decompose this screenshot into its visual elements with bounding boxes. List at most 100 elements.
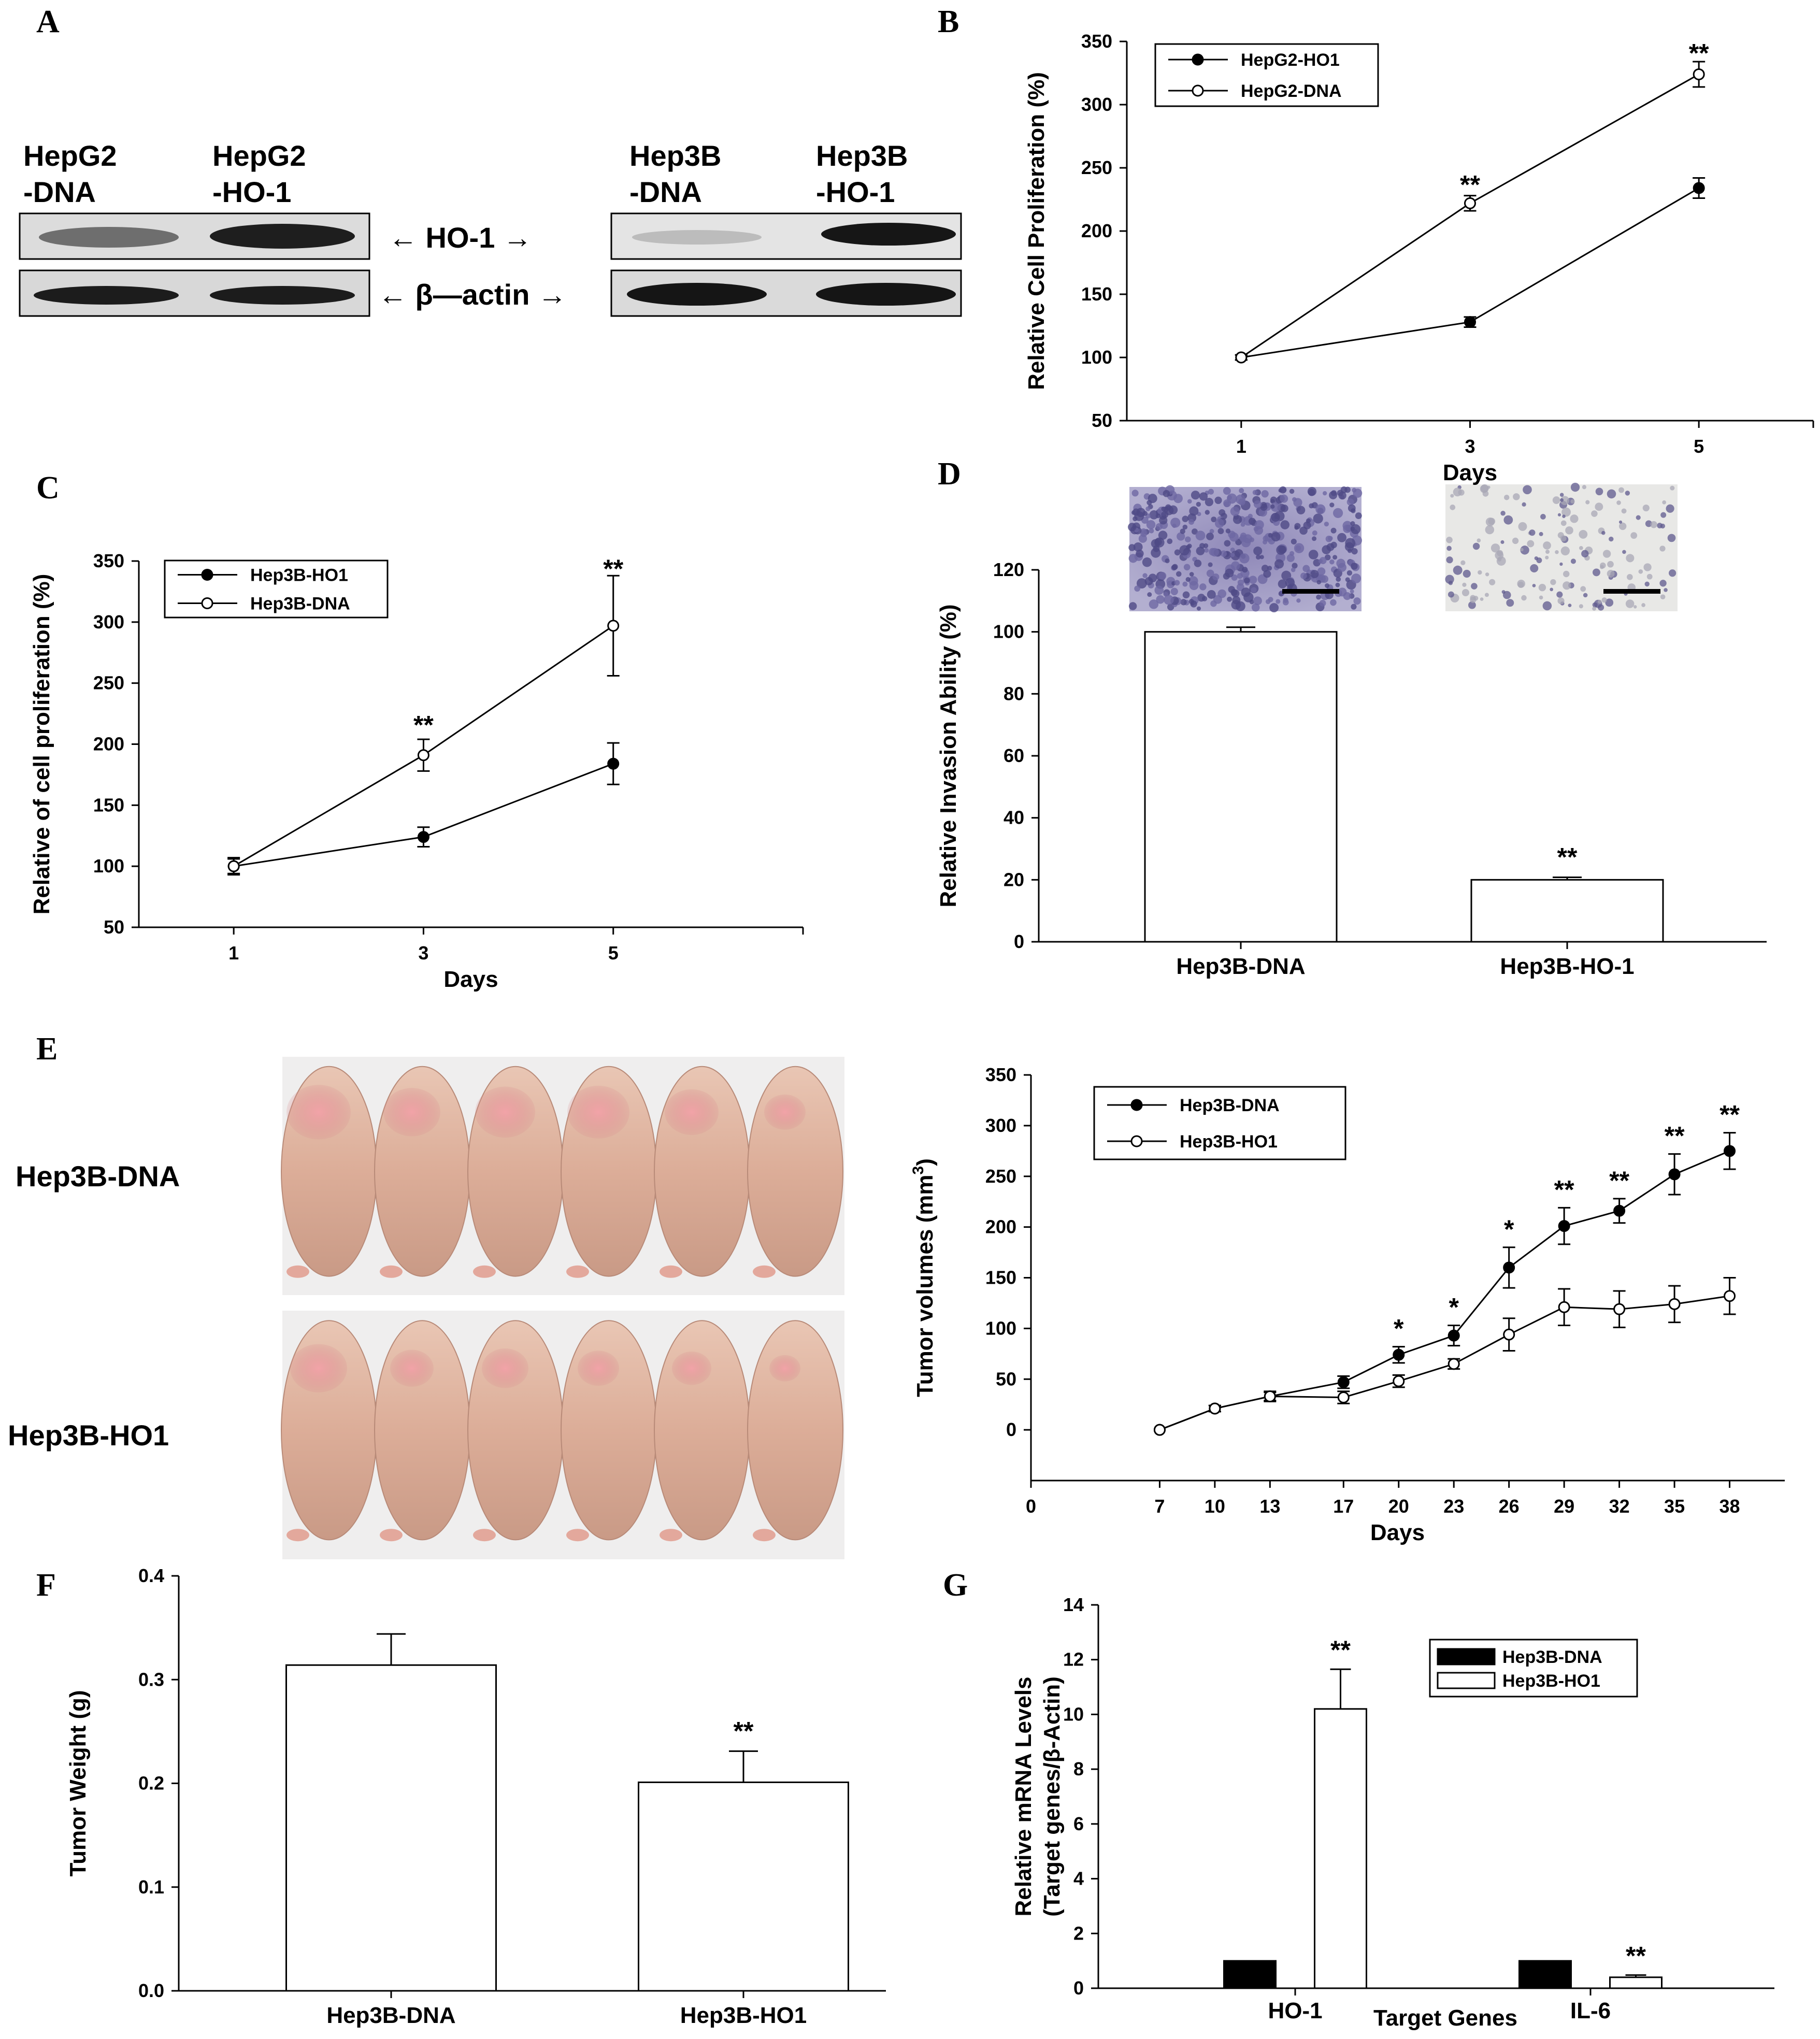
stained-cell [1280,520,1290,529]
data-point [1448,1358,1460,1370]
stained-cell [1205,497,1214,507]
significance-marker: ** [413,710,434,739]
stained-cell [1581,550,1589,558]
y-tick-label: 250 [985,1166,1016,1187]
panel-letter-f: F [36,1568,56,1603]
legend-marker [1192,84,1204,97]
stained-cell [1180,528,1185,534]
x-tick-label: 38 [1719,1496,1740,1517]
stained-cell [1489,579,1496,585]
stained-cell [1446,545,1452,551]
stained-cell [1242,567,1248,573]
stained-cell [1151,548,1161,558]
x-tick-label: 17 [1333,1496,1354,1517]
chart-b: 50 100 150 200 250 300 350 1 3 5 Days Relative Cell… [1024,31,1814,485]
stained-cell [1189,572,1194,577]
data-point [1393,1375,1405,1387]
x-tick-label: 23 [1443,1496,1464,1517]
stained-cell [1263,570,1271,578]
stained-cell [1568,604,1572,608]
stained-cell [1330,490,1337,496]
data-point [1558,1301,1570,1313]
x-tick-label: 32 [1609,1496,1630,1517]
stained-cell [1180,599,1187,606]
stained-cell [1248,518,1256,525]
stained-cell [1621,508,1627,514]
x-tick-label: 29 [1554,1496,1574,1517]
stained-cell [1319,557,1327,565]
stained-cell [1223,487,1231,495]
stained-cell [1626,554,1635,563]
stained-cell [1592,568,1600,577]
stained-cell [1521,595,1527,601]
significance-marker: ** [1460,170,1480,199]
stained-cell [1560,546,1570,556]
significance-marker: ** [1554,1175,1574,1204]
y-axis-label: Relative Invasion Ability (%) [936,604,961,907]
series-line-hep3b-ho1 [1159,1295,1730,1431]
stained-cell [1315,504,1326,514]
bar [1223,1960,1277,1989]
stained-cell [1565,526,1573,535]
stained-cell [1657,523,1663,528]
stained-cell [1471,583,1478,590]
stained-cell [1173,494,1183,504]
stained-cell [1270,504,1275,509]
stained-cell [1276,599,1281,604]
stained-cell [1313,513,1323,524]
stained-cell [1158,571,1167,580]
stained-cell [1503,515,1513,525]
stained-cell [1322,491,1327,496]
y-tick-label: 0.4 [138,1565,164,1586]
stained-cell [1259,555,1264,559]
stained-cell [1523,485,1532,495]
significance-marker: ** [1719,1100,1740,1129]
x-axis-label: Days [1370,1520,1425,1545]
stained-cell [1183,564,1191,571]
stained-cell [1232,596,1241,605]
stained-cell [1212,573,1220,581]
stained-cell [1602,550,1611,558]
y-tick-label: 200 [93,734,124,755]
bar [1314,1708,1367,1989]
data-point [1668,1168,1681,1181]
stained-cell [1206,533,1214,540]
stained-cell [1134,585,1141,592]
stained-cell [1570,499,1575,504]
y-tick-label: 2 [1073,1922,1084,1944]
stained-cell [1128,523,1137,532]
significance-marker: * [1449,1293,1459,1322]
blot-lane-label: HepG2 [23,139,117,172]
legend-box [1154,43,1379,107]
tumor [665,1089,719,1135]
y-tick-label: 120 [993,559,1024,580]
y-tick-label: 0 [1006,1419,1016,1440]
stained-cell [1308,550,1319,559]
stained-cell [1237,579,1244,586]
stained-cell [1294,543,1305,553]
y-tick-label: 14 [1063,1594,1084,1615]
stained-cell [1485,525,1495,535]
stained-cell [1128,554,1138,563]
stained-cell [1337,533,1346,542]
data-point [1393,1348,1405,1361]
stained-cell [1583,593,1588,598]
stained-cell [1480,597,1484,601]
stained-cell [1491,543,1500,553]
stained-cell [1472,542,1480,550]
mouse-paw [660,1529,682,1542]
stained-cell [1353,489,1363,498]
stained-cell [1219,509,1226,516]
stained-cell [1316,580,1322,585]
stained-cell [1278,579,1287,588]
data-point [1724,1145,1736,1157]
stained-cell [1351,563,1358,570]
stained-cell [1618,487,1624,493]
bar [1470,879,1664,943]
stained-cell [1485,572,1489,577]
stained-cell [1644,581,1650,587]
stained-cell [1666,504,1674,513]
stained-cell [1231,561,1240,570]
stained-cell [1329,559,1335,565]
blot-lane-label: -DNA [23,176,96,208]
